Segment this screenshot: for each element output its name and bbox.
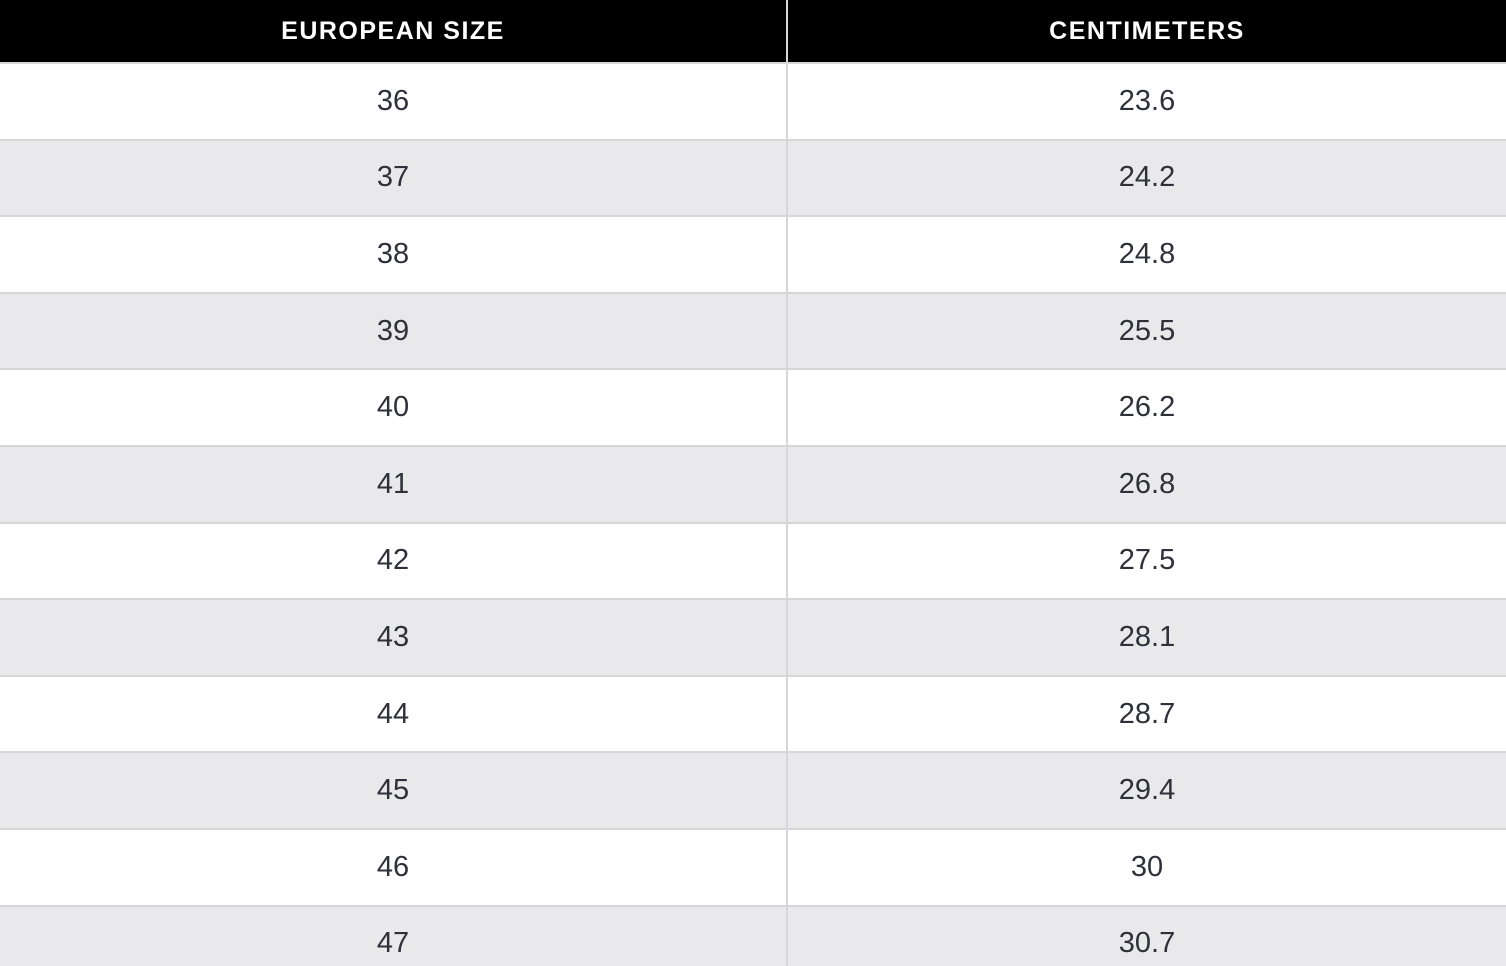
- european-size-cell: 42: [0, 523, 788, 599]
- table-row: 41 26.8: [0, 444, 1506, 522]
- european-size-cell: 41: [0, 446, 788, 522]
- european-size-cell: 37: [0, 140, 788, 216]
- table-row: 40 26.2: [0, 368, 1506, 445]
- column-header-centimeters: CENTIMETERS: [1049, 16, 1245, 45]
- table-row: 39 25.5: [0, 291, 1506, 369]
- centimeters-cell: 28.1: [1118, 620, 1176, 653]
- european-size-cell: 36: [0, 64, 788, 139]
- column-header-european-size: EUROPEAN SIZE: [0, 0, 788, 62]
- centimeters-cell: 24.2: [1118, 161, 1176, 194]
- table-row: 43 28.1: [0, 598, 1506, 675]
- european-size-cell: 47: [0, 906, 788, 966]
- table-row: 44 28.7: [0, 674, 1506, 752]
- european-size-cell: 39: [0, 293, 788, 369]
- table-header-row: EUROPEAN SIZE CENTIMETERS: [0, 0, 1506, 62]
- european-size-cell: 46: [0, 829, 788, 905]
- centimeters-cell: 27.5: [1118, 544, 1176, 577]
- centimeters-cell: 24.8: [1118, 237, 1176, 270]
- centimeters-cell: 25.5: [1118, 314, 1176, 347]
- centimeters-cell: 30.7: [1118, 927, 1176, 960]
- centimeters-cell: 23.6: [1118, 84, 1176, 117]
- table-row: 36 23.6: [0, 62, 1506, 139]
- table-row: 42 27.5: [0, 521, 1506, 599]
- table-body: 36 23.6 37 24.2 38 24.8 39 25.5 40 26.2 41 26.8 42 27…: [0, 62, 1506, 966]
- european-size-cell: 45: [0, 753, 788, 828]
- european-size-cell: 44: [0, 676, 788, 752]
- european-size-cell: 40: [0, 370, 788, 445]
- centimeters-cell: 29.4: [1118, 774, 1176, 807]
- table-row: 45 29.4: [0, 751, 1506, 828]
- table-row: 47 30.7: [0, 904, 1506, 966]
- centimeters-cell: 30: [1130, 850, 1164, 883]
- table-row: 38 24.8: [0, 215, 1506, 292]
- european-size-cell: 43: [0, 600, 788, 675]
- centimeters-cell: 26.8: [1118, 467, 1176, 500]
- table-row: 46 30: [0, 827, 1506, 905]
- table-row: 37 24.2: [0, 138, 1506, 216]
- european-size-cell: 38: [0, 217, 788, 292]
- centimeters-cell: 28.7: [1118, 697, 1176, 730]
- centimeters-cell: 26.2: [1118, 391, 1176, 424]
